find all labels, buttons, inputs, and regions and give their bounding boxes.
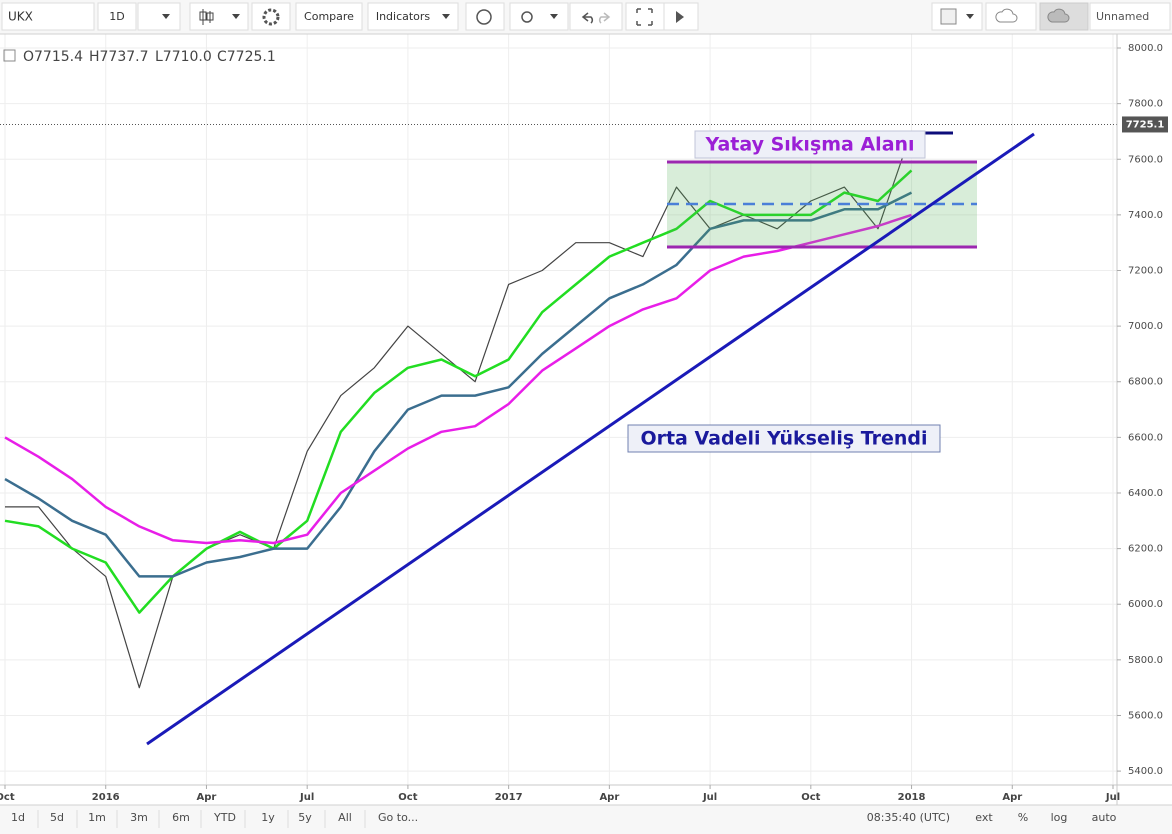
y-tick-label: 5600.0	[1128, 710, 1163, 721]
y-tick-label: 6600.0	[1128, 432, 1163, 443]
range-button[interactable]: YTD	[213, 811, 236, 824]
scale-option[interactable]: %	[1018, 811, 1028, 824]
range-button[interactable]: 6m	[172, 811, 190, 824]
y-tick-label: 7600.0	[1128, 154, 1163, 165]
load-button[interactable]	[985, 2, 1037, 31]
redo-icon	[598, 12, 611, 24]
compare-button[interactable]	[295, 2, 363, 31]
x-tick-label: 2018	[898, 792, 926, 803]
y-tick-label: 7200.0	[1128, 265, 1163, 276]
scale-option[interactable]: ext	[975, 811, 993, 824]
bottom-controls: 1d 5d 1m 3m 6m YTD 1y 5y All Go to... 08:35:40 (UT…	[11, 810, 1117, 828]
y-tick-label: 6200.0	[1128, 544, 1163, 555]
symbol-box[interactable]	[1, 2, 95, 31]
range-button[interactable]: 5y	[298, 811, 312, 824]
plot	[0, 34, 1117, 785]
annotation: Orta Vadeli Yükseliş Trendi	[640, 428, 927, 450]
goto-button[interactable]: Go to...	[378, 811, 418, 824]
range-button[interactable]: All	[338, 811, 352, 824]
play-icon	[676, 11, 684, 23]
color-swatch	[940, 8, 957, 25]
x-tick-label: Apr	[197, 792, 217, 803]
series-line	[4, 213, 912, 545]
alert-button[interactable]	[465, 2, 505, 31]
layout-button[interactable]	[1089, 2, 1171, 31]
color-button[interactable]	[931, 2, 983, 31]
dropdown-icon	[550, 14, 558, 19]
collapse-button[interactable]	[3, 49, 16, 62]
range-button[interactable]: 3m	[130, 811, 148, 824]
undo-redo[interactable]	[569, 2, 623, 31]
y-tick-label: 6000.0	[1128, 599, 1163, 610]
x-tick-label: Oct	[398, 792, 417, 803]
series-line	[4, 169, 913, 614]
range-button[interactable]: 1m	[88, 811, 106, 824]
indicators-button[interactable]	[367, 2, 459, 31]
dropdown-icon	[966, 14, 974, 19]
x-tick-label: 2016	[92, 792, 120, 803]
fullscreen-icon	[636, 8, 653, 26]
dropdown-icon	[162, 14, 170, 19]
y-tick-label: 5400.0	[1128, 766, 1163, 777]
cloud-icon	[1047, 8, 1070, 23]
y-tick-label: 8000.0	[1128, 43, 1163, 54]
interval: 1D	[109, 10, 124, 23]
x-tick-label: Jul	[299, 792, 314, 803]
scale-option[interactable]: log	[1051, 811, 1068, 824]
chart-style-button[interactable]	[189, 2, 249, 31]
x-tick-label: Apr	[599, 792, 619, 803]
y-tick-label: 7400.0	[1128, 210, 1163, 221]
play-button[interactable]	[663, 2, 699, 31]
annotation: Yatay Sıkışma Alanı	[704, 134, 914, 156]
symbol: UKX	[8, 10, 33, 24]
alert-icon	[476, 9, 492, 25]
y-tick-label: 7800.0	[1128, 99, 1163, 110]
settings-button[interactable]	[251, 2, 291, 31]
ohlc-open: O7715.4	[23, 49, 83, 65]
fullscreen-button[interactable]	[625, 2, 665, 31]
bulb-icon	[521, 11, 533, 23]
dropdown-icon	[442, 14, 450, 19]
x-tick-label: Jul	[702, 792, 717, 803]
bottom-bar	[0, 805, 1172, 834]
indicators: Indicators	[376, 10, 431, 23]
x-tick-label: Jul	[1105, 792, 1120, 803]
range-button[interactable]: 5d	[50, 811, 64, 824]
last-price-box	[1122, 116, 1168, 133]
range-button[interactable]: 1d	[11, 811, 25, 824]
layout-name: Unnamed	[1096, 10, 1149, 23]
undo-icon	[581, 12, 594, 24]
replay-button[interactable]	[509, 2, 569, 31]
series-line	[4, 191, 913, 578]
annotation-box[interactable]	[694, 130, 926, 159]
interval-menu[interactable]	[137, 2, 181, 31]
dropdown-icon	[232, 14, 240, 19]
ohlc-high: H7737.7	[89, 49, 149, 65]
cloud-icon	[995, 8, 1018, 23]
x-tick-label: Apr	[1002, 792, 1022, 803]
range-button[interactable]: 1y	[261, 811, 275, 824]
ohlc-low: L7710.0	[155, 49, 212, 65]
last-price-label: 7725.1	[1126, 119, 1165, 130]
gear-icon	[262, 8, 280, 26]
candles-icon	[199, 9, 214, 25]
compare: Compare	[304, 10, 354, 23]
interval-button[interactable]	[97, 2, 137, 31]
annotation-box[interactable]	[627, 424, 941, 453]
x-tick-label: Oct	[801, 792, 820, 803]
y-tick-label: 6400.0	[1128, 488, 1163, 499]
y-tick-label: 7000.0	[1128, 321, 1163, 332]
trend-line[interactable]	[146, 132, 1035, 746]
x-tick-label: 2017	[495, 792, 523, 803]
y-tick-label: 6800.0	[1128, 377, 1163, 388]
x-tick-label: Oct	[0, 792, 15, 803]
y-tick-label: 5800.0	[1128, 655, 1163, 666]
ohlc-close: C7725.1	[217, 49, 276, 65]
scale-option[interactable]: auto	[1092, 811, 1117, 824]
clock: 08:35:40 (UTC)	[867, 811, 950, 824]
